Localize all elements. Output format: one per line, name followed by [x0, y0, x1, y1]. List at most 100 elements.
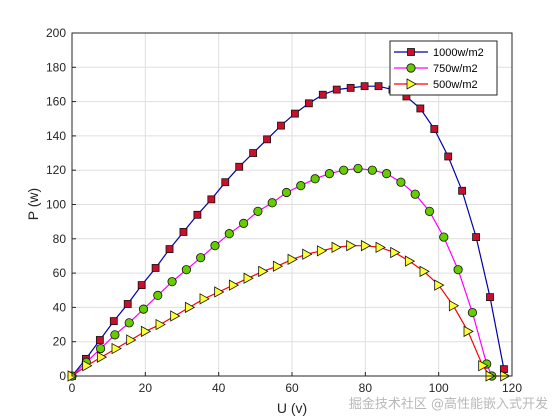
data-point: 500w/m2: (92, 67) — [404, 255, 416, 267]
x-tick-label: 80 — [359, 381, 373, 395]
data-point: 750w/m2: (23.4, 47) — [153, 290, 163, 300]
data-point: 1000w/m2: (68.4, 164) — [318, 90, 327, 99]
legend-marker — [406, 78, 417, 90]
data-point: 1000w/m2: (49.4, 130) — [249, 149, 258, 157]
data-point: 750w/m2: (31.2, 62) — [181, 265, 191, 275]
data-point: 500w/m2: (8, 11) — [96, 351, 108, 363]
data-point: 1000w/m2: (83.6, 169) — [374, 82, 383, 91]
legend-label: 750w/m2 — [433, 63, 478, 75]
data-point: 750w/m2: (97.5, 96) — [424, 206, 435, 216]
y-tick-label: 20 — [53, 335, 67, 349]
y-tick-label: 140 — [46, 129, 66, 143]
data-point: 750w/m2: (46.8, 89) — [239, 218, 249, 228]
data-point: 500w/m2: (48, 57) — [243, 272, 254, 284]
data-point: 500w/m2: (104, 41) — [448, 300, 460, 312]
data-point: 750w/m2: (42.9, 83) — [224, 229, 234, 239]
legend-marker — [407, 48, 415, 56]
legend-marker — [406, 63, 416, 73]
data-point: 500w/m2: (100, 53) — [434, 279, 445, 291]
data-point: 750w/m2: (54.6, 101) — [267, 198, 277, 208]
data-point: 750w/m2: (39, 76) — [210, 241, 220, 251]
data-point: 1000w/m2: (102.6, 128) — [444, 152, 453, 161]
data-point: 1000w/m2: (38, 103) — [207, 195, 216, 204]
y-tick-label: 180 — [46, 60, 66, 74]
y-tick-label: 60 — [53, 266, 67, 280]
data-point: 500w/m2: (20, 26) — [140, 325, 152, 338]
data-point: 500w/m2: (96, 61) — [419, 265, 430, 278]
data-point: 1000w/m2: (22.8, 63) — [151, 264, 160, 272]
data-point: 500w/m2: (72, 75) — [331, 241, 342, 254]
series-circle: 750w/m2: (0, 0)750w/m2: (3.9, 8)750w/m2:… — [67, 163, 497, 381]
y-tick-label: 120 — [46, 163, 66, 177]
data-point: 500w/m2: (44, 53) — [228, 279, 240, 291]
data-point: 750w/m2: (11.7, 24) — [110, 330, 120, 340]
data-point: 500w/m2: (12, 16) — [111, 342, 122, 355]
data-point: 750w/m2: (81.9, 120) — [367, 165, 377, 175]
data-point: 750w/m2: (50.7, 96) — [253, 206, 263, 216]
data-point: 500w/m2: (32, 40) — [184, 301, 196, 314]
data-point: 500w/m2: (24, 30) — [155, 318, 166, 331]
x-tick-label: 100 — [429, 381, 449, 395]
data-point: 750w/m2: (101.4, 81) — [439, 232, 449, 242]
data-point: 1000w/m2: (30.4, 84) — [179, 228, 188, 236]
data-point: 750w/m2: (27.3, 55) — [167, 277, 177, 287]
data-point: 500w/m2: (88, 72) — [390, 246, 401, 259]
data-point: 750w/m2: (66.3, 115) — [310, 174, 320, 184]
x-tick-label: 0 — [69, 381, 76, 395]
data-point: 750w/m2: (105.3, 62) — [453, 265, 463, 275]
data-point: 500w/m2: (64, 71) — [302, 248, 313, 260]
y-axis-label: P (w) — [25, 188, 41, 220]
data-point: 750w/m2: (19.5, 39) — [138, 304, 149, 314]
data-point: 500w/m2: (40, 49) — [214, 286, 225, 298]
data-point: 1000w/m2: (98.8, 144) — [430, 125, 439, 133]
data-point: 500w/m2: (4, 6) — [82, 360, 93, 372]
data-point: 1000w/m2: (7.6, 21) — [95, 336, 104, 344]
data-point: 500w/m2: (76, 76) — [346, 239, 357, 252]
y-tick-label: 160 — [46, 95, 66, 109]
data-point: 1000w/m2: (45.6, 122) — [235, 162, 244, 171]
data-point: 1000w/m2: (57, 146) — [277, 121, 285, 130]
data-point: 1000w/m2: (106.4, 108) — [458, 186, 467, 195]
data-point: 1000w/m2: (53.2, 138) — [263, 135, 271, 144]
data-point: 500w/m2: (60, 68) — [287, 253, 298, 266]
data-point: 1000w/m2: (26.6, 74) — [165, 245, 174, 253]
legend: 1000w/m2 750w/m2 500w/m2 — [389, 40, 498, 96]
data-point: 500w/m2: (16, 21) — [126, 334, 137, 346]
x-tick-label: 20 — [139, 381, 153, 395]
data-point: 750w/m2: (62.4, 111) — [296, 181, 306, 191]
data-point: 500w/m2: (112, 6) — [478, 360, 489, 372]
data-point: 1000w/m2: (60.8, 153) — [291, 109, 299, 118]
data-point: 500w/m2: (108, 26) — [463, 325, 474, 338]
x-tick-label: 120 — [502, 381, 522, 395]
data-point: 500w/m2: (84, 75) — [375, 241, 386, 254]
x-axis-label: U (v) — [277, 400, 307, 416]
y-tick-label: 80 — [53, 232, 67, 246]
data-point: 1000w/m2: (34.2, 94) — [193, 210, 202, 219]
data-point: 1000w/m2: (110.2, 81) — [472, 233, 480, 241]
data-point: 1000w/m2: (95, 156) — [416, 104, 425, 113]
data-point: 500w/m2: (52, 61) — [258, 265, 269, 278]
axis-ticks: 0 20 40 60 80 100 120 0 20 40 60 80 100 120 140 160 180 2… — [46, 26, 522, 395]
data-point: 750w/m2: (89.7, 113) — [396, 177, 406, 187]
data-point: 750w/m2: (109.2, 37) — [467, 307, 477, 318]
data-point: 750w/m2: (74.1, 120) — [339, 165, 349, 175]
data-point: 500w/m2: (28, 35) — [170, 310, 181, 322]
data-point: 750w/m2: (85.8, 118) — [381, 169, 392, 179]
legend-label: 1000w/m2 — [433, 47, 484, 59]
y-tick-label: 100 — [46, 198, 66, 212]
data-point: 1000w/m2: (76, 168) — [346, 83, 355, 92]
data-point: 1000w/m2: (114, 46) — [486, 293, 494, 302]
data-point: 500w/m2: (56, 64) — [272, 260, 284, 272]
grid-lines — [72, 33, 512, 376]
data-point: 1000w/m2: (64.6, 159) — [304, 99, 313, 108]
legend-label: 500w/m2 — [433, 79, 478, 91]
data-point: 1000w/m2: (72.2, 167) — [332, 85, 341, 94]
data-point: 750w/m2: (93.6, 106) — [410, 189, 420, 199]
data-point: 500w/m2: (80, 76) — [360, 239, 372, 252]
data-point: 1000w/m2: (11.4, 32) — [109, 317, 118, 326]
data-point: 750w/m2: (78, 121) — [353, 163, 363, 174]
y-tick-label: 200 — [46, 26, 66, 40]
data-point: 500w/m2: (36, 45) — [199, 293, 210, 305]
data-point: 750w/m2: (7.8, 16) — [96, 343, 106, 354]
